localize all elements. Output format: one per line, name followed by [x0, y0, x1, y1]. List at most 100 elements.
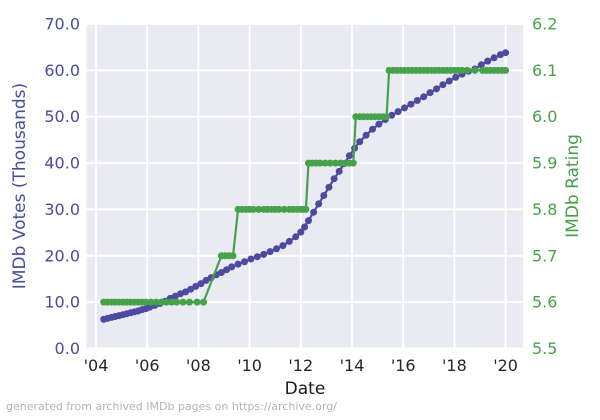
- votes-data-point: [285, 237, 293, 245]
- x-axis-label: Date: [284, 379, 326, 399]
- rating-data-point: [179, 298, 187, 306]
- votes-data-point: [301, 223, 309, 231]
- rating-data-point: [173, 298, 181, 306]
- votes-data-point: [202, 276, 210, 284]
- left-axis-tick-label: 10.0: [44, 293, 80, 312]
- x-axis-tick-label: '10: [237, 356, 262, 375]
- votes-data-point: [420, 93, 428, 101]
- votes-data-point: [279, 242, 287, 250]
- votes-data-point: [315, 200, 323, 208]
- left-axis-tick-label: 30.0: [44, 200, 80, 219]
- right-axis-tick-label: 5.6: [532, 293, 557, 312]
- rating-data-point: [185, 298, 193, 306]
- rating-data-point: [463, 66, 471, 74]
- votes-data-point: [330, 175, 338, 183]
- votes-data-point: [484, 57, 492, 65]
- rating-data-point: [157, 298, 165, 306]
- right-axis-tick-label: 5.9: [532, 154, 557, 173]
- rating-data-point: [349, 159, 357, 167]
- votes-data-point: [394, 108, 402, 116]
- left-axis-tick-label: 40.0: [44, 154, 80, 173]
- rating-data-point: [229, 252, 237, 260]
- votes-data-point: [369, 125, 376, 133]
- right-axis-tick-label: 5.5: [532, 339, 557, 358]
- votes-data-point: [223, 266, 231, 274]
- votes-data-point: [325, 183, 333, 191]
- right-axis-tick-label: 6.2: [532, 15, 557, 34]
- rating-data-point: [502, 66, 510, 74]
- votes-data-point: [260, 250, 268, 258]
- votes-data-point: [345, 152, 353, 160]
- x-axis-tick-label: '14: [340, 356, 365, 375]
- rating-data-point: [326, 159, 334, 167]
- rating-data-point: [168, 298, 175, 306]
- votes-data-point: [292, 233, 300, 241]
- votes-data-point: [490, 54, 498, 62]
- votes-data-point: [266, 248, 274, 256]
- right-axis-label: IMDb Rating: [563, 134, 583, 238]
- x-axis-tick-label: '18: [442, 356, 467, 375]
- rating-data-point: [321, 159, 329, 167]
- votes-data-point: [305, 217, 312, 225]
- rating-data-point: [331, 159, 339, 167]
- rating-data-point: [458, 66, 466, 74]
- left-axis-tick-label: 70.0: [44, 15, 80, 34]
- rating-data-point: [275, 205, 283, 213]
- rating-data-point: [383, 113, 391, 121]
- x-axis-tick-label: '12: [288, 356, 313, 375]
- rating-data-point: [249, 205, 257, 213]
- x-axis-tick-label: '20: [493, 356, 518, 375]
- votes-data-point: [362, 131, 370, 139]
- votes-data-point: [217, 269, 225, 276]
- votes-data-point: [297, 228, 305, 236]
- votes-data-point: [477, 61, 485, 69]
- votes-data-point: [413, 97, 421, 104]
- rating-data-point: [152, 298, 160, 306]
- votes-data-point: [320, 192, 328, 199]
- right-axis-tick-label: 5.7: [532, 246, 557, 265]
- votes-data-point: [310, 208, 318, 216]
- right-axis-tick-label: 6.0: [532, 107, 557, 126]
- votes-data-point: [502, 49, 510, 57]
- votes-data-point: [192, 282, 200, 290]
- votes-data-point: [234, 260, 242, 268]
- votes-data-point: [187, 285, 195, 293]
- votes-data-point: [273, 245, 280, 253]
- rating-data-point: [147, 298, 155, 306]
- votes-data-point: [247, 255, 255, 263]
- rating-data-point: [193, 298, 201, 306]
- votes-data-point: [197, 280, 205, 288]
- rating-data-point: [142, 298, 150, 306]
- left-axis-tick-label: 60.0: [44, 61, 80, 80]
- votes-data-point: [228, 263, 236, 271]
- votes-data-point: [452, 73, 460, 81]
- votes-data-point: [426, 89, 434, 97]
- right-axis-tick-label: 6.1: [532, 61, 557, 80]
- left-axis-label: IMDb Votes (Thousands): [10, 82, 30, 290]
- rating-data-point: [302, 205, 310, 213]
- votes-data-point: [375, 120, 383, 128]
- rating-data-point: [255, 205, 263, 213]
- rating-data-point: [471, 66, 479, 74]
- x-axis-tick-label: '04: [84, 356, 109, 375]
- rating-data-point: [337, 159, 344, 167]
- left-axis-tick-label: 0.0: [55, 339, 80, 358]
- rating-data-point: [200, 298, 207, 306]
- x-axis-tick-label: '16: [391, 356, 416, 375]
- votes-data-point: [433, 85, 440, 93]
- votes-data-point: [407, 100, 415, 108]
- rating-data-point: [316, 159, 324, 167]
- votes-data-point: [241, 258, 248, 266]
- rating-data-point: [280, 205, 288, 213]
- right-axis-tick-label: 5.8: [532, 200, 557, 219]
- votes-data-point: [445, 77, 453, 85]
- votes-data-point: [356, 138, 364, 146]
- votes-data-point: [401, 104, 408, 112]
- votes-data-point: [253, 253, 261, 261]
- votes-data-point: [439, 81, 447, 89]
- left-axis-tick-label: 50.0: [44, 107, 80, 126]
- rating-data-point: [162, 298, 170, 306]
- source-attribution-text: generated from archived IMDb pages on ht…: [6, 400, 337, 413]
